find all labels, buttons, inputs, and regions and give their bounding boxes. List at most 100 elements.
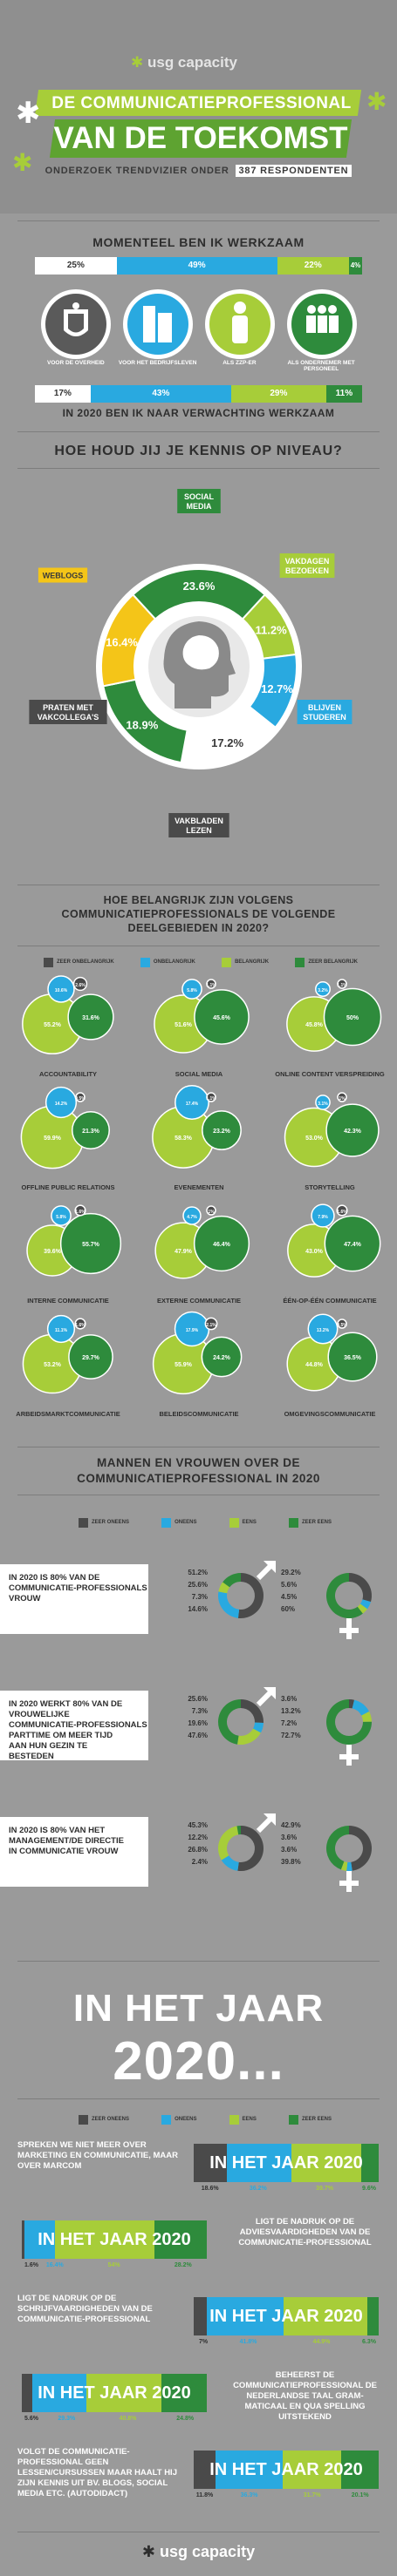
- value-label: 49%: [188, 261, 206, 270]
- jaar-stacked-bar: IN HET JAAR 2020: [194, 2451, 379, 2489]
- bubble-value: 55.2%: [44, 1022, 62, 1028]
- bubble-value: 45.8%: [305, 1022, 324, 1028]
- werkzaam-section: MOMENTEEL BEN IK WERKZAAM 25% 49% 22% 4%: [0, 214, 397, 431]
- jaar-statement: SPREKEN WE NIET MEER OVER MARKETING EN C…: [17, 2140, 179, 2171]
- bubble: [175, 1085, 209, 1120]
- belang-legend: ZEER ONBELANGRIJK ONBELANGRIJK BELANGRIJK Z…: [44, 956, 358, 968]
- legend-swatch: [229, 1517, 239, 1528]
- bubble: [194, 989, 250, 1045]
- statement-text: IN 2020 WERKT 80% VAN DE: [9, 1699, 122, 1709]
- bubble: [44, 1086, 78, 1119]
- legend-swatch: [79, 1517, 88, 1528]
- bubble-value: 3.2%: [318, 988, 328, 993]
- jaar-stacked-bar: IN HET JAAR 2020: [194, 2144, 379, 2182]
- statement-text: COMMUNICATIE-PROFESSIONALS: [9, 1720, 147, 1730]
- mv-section: MANNEN EN VROUWEN OVER DE COMMUNICATIEPR…: [0, 1447, 397, 1961]
- bubble-value: 53.2%: [44, 1362, 62, 1368]
- statement-text: IN 2020 IS 80% VAN DE: [9, 1573, 99, 1583]
- jaar-statement: LIGT DE NADRUK OP DE SCHRIJFVAARDIGHEDEN…: [17, 2294, 153, 2324]
- bubble-value: 23.2%: [213, 1129, 231, 1135]
- bubble-group: 53.2% 29.7% 11.1% 1.6% ARBEIDSMARKTCOMMUNICA…: [16, 1314, 120, 1418]
- bar-segment: [86, 2374, 161, 2412]
- bar-segment: [206, 2297, 284, 2335]
- jaar-value: 7%: [198, 2339, 209, 2345]
- statement-box: [0, 1564, 148, 1634]
- jaar-statement: LIGT DE NADRUK OP DE ADVIESVAARDIGHEDEN …: [238, 2217, 372, 2247]
- bar-segment: [194, 2297, 207, 2335]
- legend-item: ZEER ONEENS: [79, 2113, 129, 2125]
- bubble-value: 3.1%: [318, 1102, 328, 1107]
- legend-label: ONBELANGRIJK: [153, 959, 195, 965]
- bubble-value: 0.5%: [337, 1323, 347, 1328]
- bubble-value: 44.8%: [305, 1362, 324, 1368]
- bubble-value: 24.2%: [213, 1355, 231, 1361]
- bubble: [337, 1319, 347, 1329]
- divider: [17, 220, 380, 221]
- bubble-value: 29.7%: [82, 1355, 100, 1361]
- ring-segment: [357, 1603, 367, 1614]
- jaar-row: LIGT DE NADRUK OP DE ADVIESVAARDIGHEDEN …: [0, 2212, 397, 2285]
- legend-item: ONBELANGRIJK: [140, 956, 195, 968]
- jaar-value: 1.6%: [24, 2262, 38, 2268]
- segment-value: 12.7%: [261, 682, 293, 695]
- value-label: 43%: [152, 389, 170, 398]
- bubble-label: ACCOUNTABILITY: [39, 1070, 97, 1078]
- belang-title: HOE BELANGRIJK ZIJN VOLGENS COMMUNICATIE…: [0, 893, 397, 935]
- bubble: [59, 1212, 122, 1275]
- bar-segment-zzp: 22%: [277, 257, 349, 275]
- bar-segment: [31, 2374, 86, 2412]
- ring-segment: [326, 1573, 363, 1618]
- belang-bubble-chart: 55.2% 31.6% 10.6% 2.6% ACCOUNTABILITY 51.6% 45…: [16, 975, 385, 1418]
- bubble-group: 47.9% 46.4% 4.7% 1% EXTERNE COMMUNICATIE: [154, 1205, 250, 1305]
- legend-swatch: [161, 1517, 172, 1528]
- ring-segment: [349, 1573, 372, 1603]
- bar-segment-bedrijfsleven: 49%: [116, 257, 277, 275]
- ring-segment: [340, 1861, 348, 1871]
- bubble-group: 55.2% 31.6% 10.6% 2.6% ACCOUNTABILITY: [22, 975, 114, 1078]
- bubble: [68, 1334, 113, 1380]
- label-ondernemer: ALS ONDERNEMER MET PERSONEEL: [287, 360, 355, 372]
- mv-value: 4.5%: [281, 1593, 297, 1601]
- mv-value: 47.6%: [188, 1732, 208, 1739]
- legend-item: EENS: [229, 1516, 257, 1529]
- jaar-value: 29.3%: [58, 2416, 76, 2422]
- title-line: COMMUNICATIEPROFESSIONAL IN 2020: [77, 1472, 320, 1485]
- werkzaam-2020-title: IN 2020 BEN IK NAAR VERWACHTING WERKZAAM: [62, 407, 335, 419]
- legend-item: ZEER EENS: [288, 1516, 332, 1529]
- bubble: [206, 1092, 216, 1102]
- head-silhouette-icon: [148, 616, 250, 717]
- mv-value: 25.6%: [188, 1695, 208, 1703]
- mv-value: 3.6%: [281, 1846, 297, 1854]
- legend-item: BELANGRIJK: [222, 956, 269, 968]
- bubble: [323, 987, 382, 1047]
- title-line: COMMUNICATIEPROFESSIONALS DE VOLGENDE: [61, 908, 336, 920]
- bubble-group: 45.8% 50% 3.2% 1.1% ONLINE CONTENT VERSPREID…: [275, 979, 385, 1078]
- mv-value: 7.2%: [281, 1719, 297, 1727]
- brand-name: usg capacity: [147, 54, 237, 71]
- bar-segment-ondernemer: 11%: [325, 385, 362, 403]
- callout-label: BLIJVEN: [308, 703, 341, 712]
- statement-box: [0, 1691, 148, 1760]
- mv-value: 72.7%: [281, 1732, 301, 1739]
- bubble: [324, 1215, 381, 1272]
- group-people-icon: [287, 289, 357, 359]
- mv-value: 5.6%: [281, 1581, 297, 1589]
- mv-value: 42.9%: [281, 1821, 301, 1829]
- jaar-value: 41.8%: [239, 2339, 257, 2345]
- legend-item: EENS: [229, 2113, 257, 2125]
- bar-segment: [194, 2144, 227, 2182]
- jaar-value: 39.7%: [316, 2186, 333, 2192]
- label-bedrijfsleven: VOOR HET BEDRIJFSLEVEN: [118, 360, 197, 366]
- bubble-group: 44.8% 36.5% 13.2% 0.5% OMGEVINGSCOMMUNICATIE: [284, 1313, 378, 1418]
- mv-value: 3.6%: [281, 1695, 297, 1703]
- bubble: [74, 1318, 86, 1330]
- segment-value: 18.9%: [126, 718, 158, 731]
- bubble: [202, 1110, 242, 1150]
- statement-text: MANAGEMENT/DE DIRECTIE: [9, 1836, 124, 1846]
- bubble-value: 13.2%: [317, 1328, 330, 1333]
- legend-swatch: [140, 957, 150, 967]
- bubble-value: 21.3%: [82, 1129, 100, 1135]
- bar-segment-zzp: 29%: [231, 385, 326, 403]
- ring-segment: [326, 1699, 372, 1745]
- statement-text: PARTTIME OM MEER TIJD: [9, 1731, 113, 1740]
